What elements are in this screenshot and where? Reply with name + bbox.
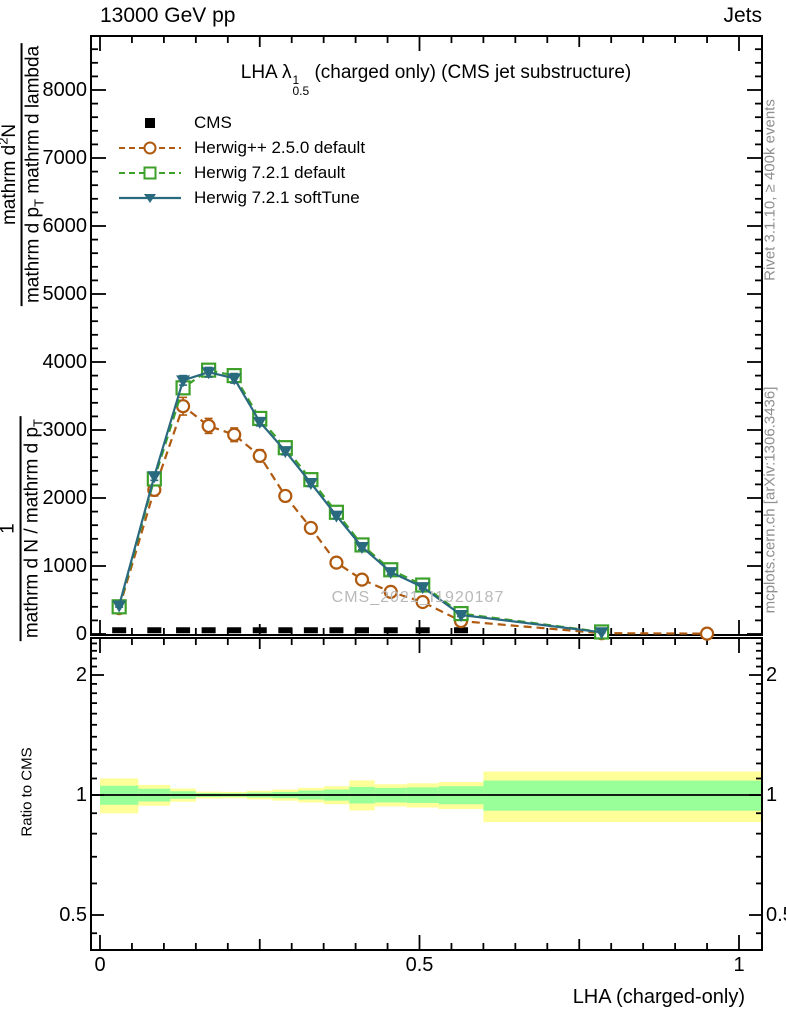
herwig-softtune-marker-icon	[119, 193, 181, 203]
ratio-tick-label-right: 2	[766, 664, 778, 686]
x-tick-label: 1	[733, 954, 745, 976]
herwig-default-marker-icon	[119, 166, 181, 179]
legend-label-cms: CMS	[194, 112, 232, 132]
process-label: Jets	[723, 4, 762, 27]
ratio-tick-label-left: 1	[75, 784, 87, 806]
y-tick-label: 7000	[42, 147, 88, 169]
ratio-tick-label-left: 0.5	[59, 904, 87, 926]
lambda-sub: 0.5	[292, 84, 310, 98]
y-tick-label: 1000	[42, 555, 88, 577]
x-tick-label: 0	[94, 954, 106, 976]
title-post: (charged only) (CMS jet substructure)	[309, 62, 632, 83]
ratio-tick-label-left: 2	[75, 664, 87, 686]
y-tick-label: 2000	[42, 487, 88, 509]
plot-title: LHA λ 1 0.5 (charged only) (CMS jet substr…	[241, 62, 631, 97]
lambda-exponents: 1 0.5	[292, 73, 310, 98]
analysis-id-watermark: CMS_2021_I1920187	[331, 589, 505, 606]
legend-row-herwig-default: Herwig 7.2.1 default	[118, 160, 365, 185]
y-tick-label: 4000	[42, 351, 88, 373]
y-axis-label-frac1: 1 mathrm d N / mathrm d pT	[0, 416, 47, 642]
legend-row-herwig-softtune: Herwig 7.2.1 softTune	[118, 185, 365, 210]
x-tick-label: 0.5	[405, 954, 434, 976]
y-tick-label: 3000	[42, 419, 88, 441]
cms-data-marker-icon	[145, 117, 155, 128]
title-pre: LHA	[240, 62, 282, 83]
x-axis-label: LHA (charged-only)	[572, 986, 745, 1008]
legend-label-herwig-softtune: Herwig 7.2.1 softTune	[194, 187, 360, 207]
y-tick-label: 0	[75, 623, 87, 645]
lambda-symbol: λ	[281, 62, 292, 83]
herwigpp-marker-icon	[119, 141, 181, 154]
lambda-sup: 1	[292, 73, 300, 87]
legend-label-herwigpp: Herwig++ 2.5.0 default	[194, 137, 366, 157]
y-tick-label: 6000	[42, 215, 88, 237]
legend-row-herwigpp: Herwig++ 2.5.0 default	[118, 135, 365, 160]
beam-energy-label: 13000 GeV pp	[100, 4, 236, 27]
y-tick-label: 8000	[42, 79, 88, 101]
legend-row-cms: CMS	[118, 110, 365, 135]
legend: CMS Herwig++ 2.5.0 default Herwig 7.2.1 …	[118, 110, 365, 210]
y-tick-label: 5000	[42, 283, 88, 305]
legend-label-herwig-default: Herwig 7.2.1 default	[194, 162, 346, 182]
ratio-tick-label-right: 0.5	[766, 904, 786, 926]
ratio-tick-label-right: 1	[766, 784, 778, 806]
